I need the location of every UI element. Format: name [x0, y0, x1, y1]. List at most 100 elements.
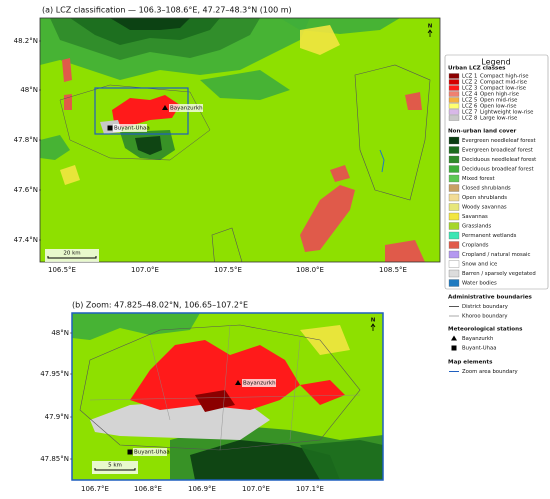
legend-swatch — [448, 212, 460, 221]
land-cover-patch — [40, 135, 70, 160]
map-b — [72, 313, 383, 480]
lon-label: 106.5°E — [48, 266, 76, 274]
legend-label: Lightweight low-rise — [480, 110, 533, 116]
legend-label: Open high-rise — [480, 92, 519, 98]
land-cover-patch — [110, 18, 190, 30]
scale-bar — [94, 468, 136, 471]
legend-code: LCZ 2 — [462, 80, 477, 86]
legend-label: Deciduous needleleaf forest — [462, 157, 536, 163]
cropland-patch — [300, 185, 355, 252]
legend-label: Grasslands — [462, 224, 491, 230]
legend-label: Evergreen broadleaf forest — [462, 148, 533, 154]
legend-heading: Administrative boundaries — [448, 295, 533, 301]
land-cover-patch — [300, 25, 340, 55]
legend-swatch — [448, 155, 460, 164]
legend-swatch — [448, 115, 460, 121]
khoroo-boundary — [89, 324, 361, 451]
urban-area — [112, 95, 180, 128]
lon-label: 107.0°E — [242, 485, 270, 493]
district-boundary — [59, 84, 211, 161]
urban-core — [195, 390, 235, 412]
legend-label: Open low-rise — [480, 104, 516, 110]
north-label: N — [428, 24, 433, 30]
station-label: Bayanzurkh — [170, 106, 203, 112]
scale-bar-bg — [92, 461, 138, 474]
legend-marker — [451, 345, 457, 351]
barren-area — [90, 400, 270, 440]
legend-label: Evergreen needleleaf forest — [462, 138, 536, 144]
legend-swatch — [448, 184, 460, 192]
legend-swatch — [448, 73, 460, 79]
legend-label: Compact mid-rise — [480, 80, 527, 86]
legend-code: LCZ 6 — [462, 104, 478, 110]
lon-label: 106.7°E — [81, 485, 109, 493]
legend-label: Permanent wetlands — [462, 233, 517, 239]
legend-swatch — [448, 136, 460, 145]
legend-label: Deciduous broadleaf forest — [462, 167, 534, 173]
station-label-bg — [113, 124, 147, 132]
legend-label: Khoroo boundary — [462, 314, 508, 320]
lat-label: 47.8°N — [14, 136, 38, 144]
legend-label: Open shrublands — [462, 195, 507, 201]
land-cover-patch — [190, 440, 340, 480]
legend-heading: Map elements — [448, 360, 493, 366]
legend-swatch — [448, 174, 460, 183]
station-marker — [107, 125, 113, 131]
legend-label: Compact high-rise — [480, 74, 529, 80]
lon-label: 106.9°E — [188, 485, 216, 493]
cropland-patch — [385, 240, 425, 262]
legend-swatch — [448, 109, 460, 115]
scale-bar — [47, 256, 97, 259]
legend-label: Croplands — [462, 243, 489, 249]
legend-swatch — [448, 222, 460, 230]
lon-label: 106.8°E — [134, 485, 162, 493]
legend-title: Legend — [481, 58, 510, 67]
scale-bar-bg — [45, 249, 99, 262]
legend-swatch — [448, 165, 460, 173]
legend-marker — [451, 335, 457, 341]
legend-label: Buyant-Uhaa — [462, 346, 496, 352]
legend-swatch — [448, 203, 460, 211]
legend-label: Open mid-rise — [480, 98, 517, 104]
river — [379, 149, 385, 173]
legend-swatch — [448, 91, 460, 97]
legend-code: LCZ 4 — [462, 92, 478, 98]
legend-label: Water bodies — [462, 281, 497, 287]
station-label-bg — [169, 104, 203, 112]
cropland-patch — [62, 58, 72, 82]
land-cover-patch — [300, 325, 350, 355]
legend-code: LCZ 5 — [462, 98, 477, 104]
legend-label: Cropland / natural mosaic — [462, 252, 530, 258]
legend-box — [444, 54, 549, 290]
map-a — [40, 18, 440, 262]
scale-label: 5 km — [108, 463, 122, 469]
lat-label: 47.6°N — [14, 186, 38, 194]
legend-label: Zoom area boundary — [462, 369, 518, 375]
legend-swatch — [448, 97, 460, 103]
legend-code: LCZ 7 — [462, 110, 477, 116]
lat-label: 47.4°N — [14, 236, 38, 244]
district-boundary — [354, 64, 431, 201]
legend-label: Barren / sparsely vegetated — [462, 271, 536, 277]
land-cover-patch — [60, 165, 80, 185]
land-cover-patch — [300, 440, 383, 480]
cropland-patch — [405, 92, 422, 110]
lon-label: 108.5°E — [379, 266, 407, 274]
station-label-bg — [133, 448, 167, 456]
lat-label: 47.9°N — [45, 413, 69, 421]
north-label: N — [371, 318, 376, 324]
legend-swatch — [448, 279, 460, 287]
station-label: Buyant-Uhaa — [134, 450, 170, 456]
legend-label: Bayanzurkh — [462, 336, 493, 342]
station-marker — [127, 449, 133, 455]
scale-label: 20 km — [63, 251, 80, 257]
legend-heading: Non-urban land cover — [448, 129, 517, 135]
lat-label: 48°N — [51, 329, 69, 337]
district-boundary — [79, 324, 361, 451]
legend-swatch — [448, 146, 460, 154]
legend-swatch — [448, 260, 460, 268]
legend-label: Savannas — [462, 214, 488, 220]
panel-a-title: (a) LCZ classification — 106.3–108.6°E, … — [42, 6, 292, 15]
cropland-patch — [330, 165, 350, 182]
legend-swatch — [448, 79, 460, 85]
